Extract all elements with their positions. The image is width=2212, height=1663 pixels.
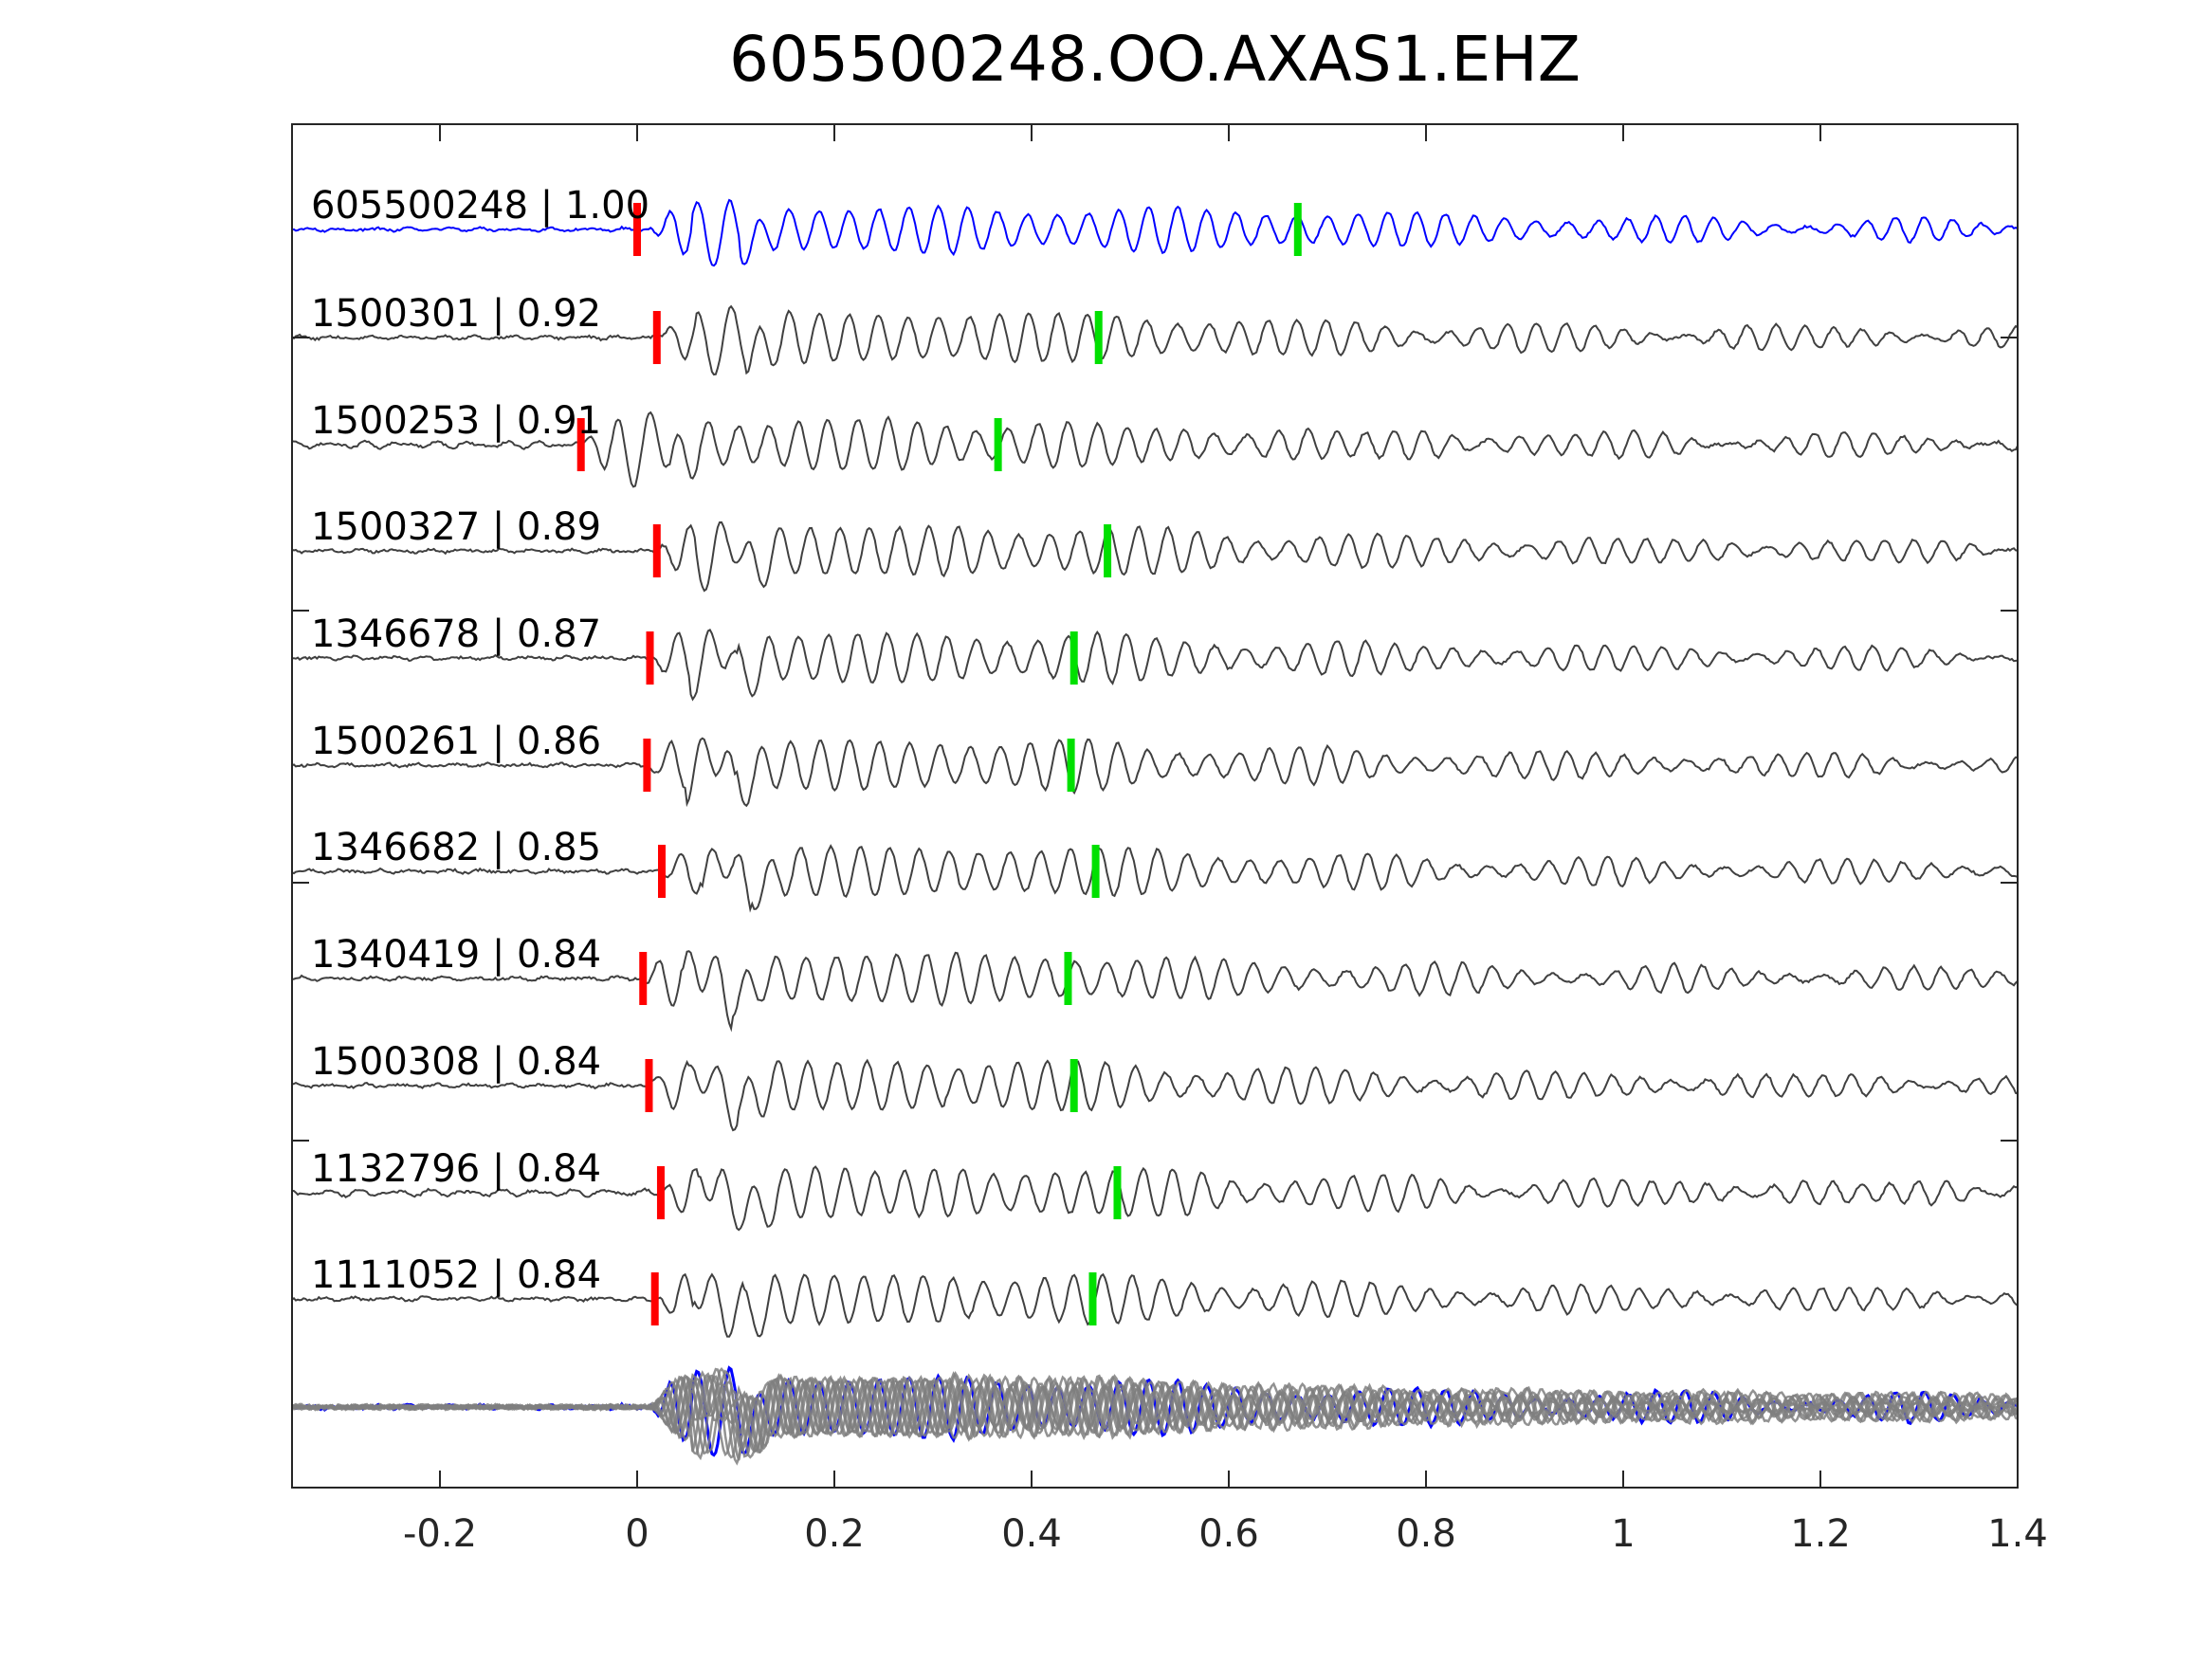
trace-line (291, 844, 2019, 913)
stacked-waveforms (291, 1365, 2020, 1466)
x-tick-label: -0.2 (403, 1512, 477, 1556)
chart-title: 605500248.OO.AXAS1.EHZ (728, 23, 1581, 96)
x-tick-label: 1 (1611, 1512, 1635, 1556)
x-tick-label: 1.4 (1987, 1512, 2048, 1556)
trace-line (291, 950, 2019, 1033)
trace-line (291, 629, 2019, 702)
x-tick-label: 0.8 (1396, 1512, 1456, 1556)
template-trace (291, 198, 2019, 267)
x-tick-label: 0.2 (804, 1512, 865, 1556)
trace-label: 1500327 | 0.89 (311, 505, 601, 549)
trace-label: 1111052 | 0.84 (311, 1253, 601, 1297)
trace-line (291, 521, 2019, 593)
x-tick-label: 0.4 (1001, 1512, 1062, 1556)
trace-label: 1500261 | 0.86 (311, 720, 601, 763)
phase-picks (576, 203, 1302, 1325)
axes: -0.2 0 0.2 0.4 0.6 0.8 1 1.2 1.4 (291, 123, 2048, 1556)
trace-line (291, 737, 2019, 808)
trace-label: 1346682 | 0.85 (311, 826, 601, 869)
stack-trace-line (291, 1370, 2020, 1459)
trace-line (291, 1165, 2019, 1232)
trace-line (291, 1058, 2019, 1132)
x-tick-label: 1.2 (1790, 1512, 1851, 1556)
trace-label: 1132796 | 0.84 (311, 1147, 601, 1191)
x-tick-label: 0.6 (1198, 1512, 1259, 1556)
axes-box (291, 123, 2019, 1489)
trace-label: 1500301 | 0.92 (311, 292, 601, 336)
trace-label: 605500248 | 1.00 (311, 184, 649, 228)
trace-label: 1500253 | 0.91 (311, 399, 601, 443)
trace-label: 1346678 | 0.87 (311, 612, 601, 656)
trace-line (291, 1272, 2019, 1338)
trace-label: 1340419 | 0.84 (311, 933, 601, 977)
trace-label: 1500308 | 0.84 (311, 1040, 601, 1084)
trace-line (291, 304, 2019, 376)
trace-labels: 605500248 | 1.00 1500301 | 0.92 1500253 | … (311, 184, 649, 1297)
stack-trace-line (291, 1375, 2019, 1457)
x-tick-label: 0 (625, 1512, 649, 1556)
